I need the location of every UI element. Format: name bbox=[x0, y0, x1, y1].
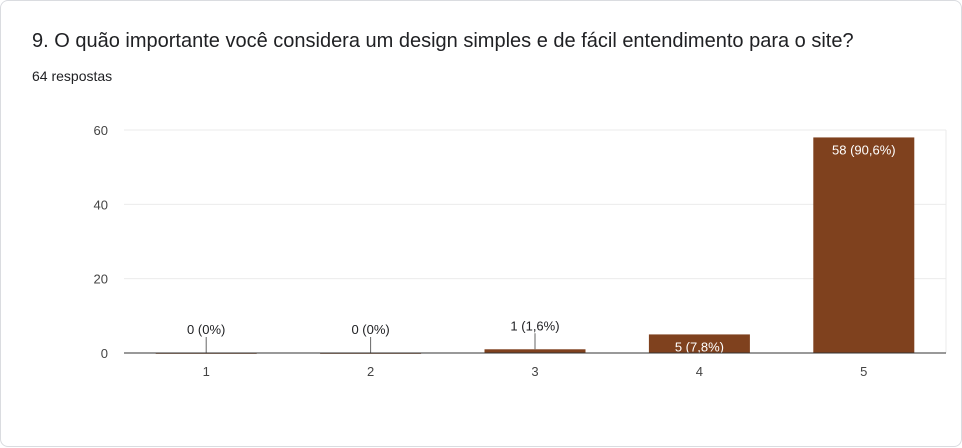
bar bbox=[484, 349, 586, 353]
response-count: 64 respostas bbox=[32, 68, 113, 84]
y-tick-label: 0 bbox=[101, 346, 108, 361]
question-title: 9. O quão importante você considera um d… bbox=[32, 30, 854, 52]
bar bbox=[648, 334, 750, 353]
x-tick-label: 2 bbox=[367, 364, 374, 379]
data-label: 58 (90,6%) bbox=[832, 142, 896, 157]
y-tick-label: 40 bbox=[94, 197, 108, 212]
y-tick-label: 20 bbox=[94, 272, 108, 287]
data-label: 0 (0%) bbox=[187, 322, 225, 337]
x-tick-label: 4 bbox=[696, 364, 703, 379]
x-tick-label: 3 bbox=[531, 364, 538, 379]
x-tick-label: 1 bbox=[203, 364, 210, 379]
data-label: 5 (7,8%) bbox=[675, 339, 724, 354]
bar bbox=[813, 137, 915, 353]
x-tick-label: 5 bbox=[860, 364, 867, 379]
y-tick-label: 60 bbox=[94, 123, 108, 138]
data-label: 1 (1,6%) bbox=[510, 318, 559, 333]
data-label: 0 (0%) bbox=[351, 322, 389, 337]
